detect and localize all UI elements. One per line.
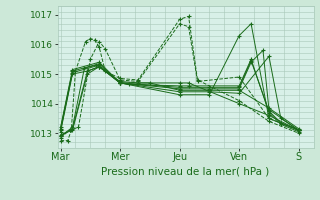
X-axis label: Pression niveau de la mer( hPa ): Pression niveau de la mer( hPa )	[101, 166, 270, 176]
